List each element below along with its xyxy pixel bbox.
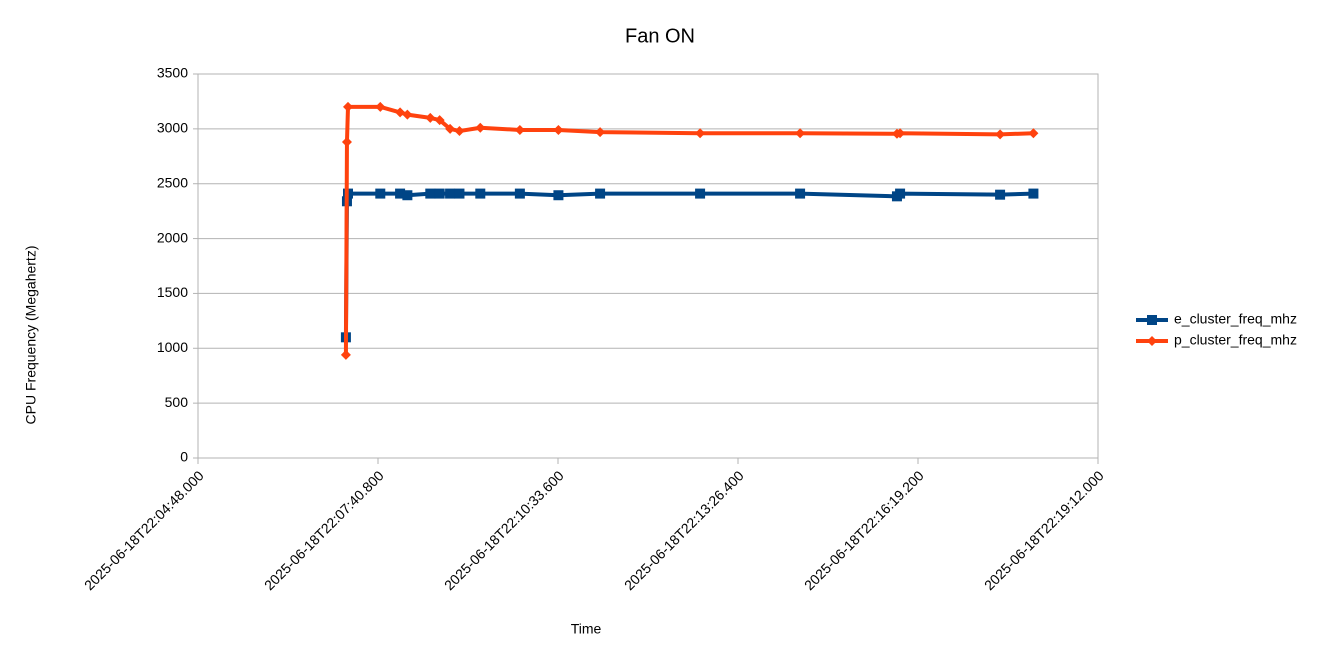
marker: [434, 188, 445, 199]
marker: [425, 112, 436, 123]
marker: [795, 188, 806, 199]
plot-border: [197, 73, 1099, 459]
marker: [375, 101, 386, 112]
legend-marker: [1147, 336, 1157, 346]
marker: [425, 188, 436, 199]
marker: [445, 188, 456, 199]
marker: [1028, 128, 1039, 139]
marker: [595, 127, 606, 138]
marker: [553, 124, 564, 135]
x-tick-label: 2025-06-18T22:07:40.800: [261, 467, 387, 593]
series-line: [343, 104, 1034, 355]
y-tick-label: 2500: [157, 174, 188, 190]
x-tick-label: 2025-06-18T22:16:19.200: [801, 467, 927, 593]
legend-marker: [1147, 315, 1157, 325]
series-line: [343, 191, 1034, 338]
y-tick-label: 3000: [157, 120, 188, 136]
x-tick-label: 2025-06-18T22:13:26.400: [621, 467, 747, 593]
marker: [795, 128, 806, 139]
x-tick-label: 2025-06-18T22:19:12.000: [981, 467, 1107, 593]
marker: [475, 188, 486, 199]
marker: [475, 122, 486, 133]
marker: [341, 137, 352, 148]
marker: [514, 188, 525, 199]
marker: [695, 128, 706, 139]
chart-title: Fan ON: [625, 25, 695, 47]
y-tick-label: 2000: [157, 229, 188, 245]
marker: [454, 126, 465, 137]
legend-label: p_cluster_freq_mhz: [1174, 332, 1297, 348]
marker: [1028, 188, 1039, 199]
marker: [895, 128, 906, 139]
marker: [395, 188, 406, 199]
y-tick-label: 500: [165, 394, 189, 410]
marker: [595, 188, 606, 199]
marker: [395, 107, 406, 118]
y-tick-label: 1000: [157, 339, 188, 355]
marker: [695, 188, 706, 199]
x-axis-title: Time: [571, 621, 602, 637]
x-tick-label: 2025-06-18T22:04:48.000: [81, 467, 207, 593]
marker: [995, 189, 1006, 200]
x-tick-label: 2025-06-18T22:10:33.600: [441, 467, 567, 593]
marker: [514, 124, 525, 135]
marker: [343, 101, 353, 112]
marker: [375, 188, 386, 199]
marker: [553, 190, 564, 201]
y-axis-title: CPU Frequency (Megahertz): [23, 246, 39, 425]
y-tick-label: 1500: [157, 284, 188, 300]
marker: [402, 190, 413, 201]
marker: [445, 123, 456, 134]
y-tick-label: 3500: [157, 65, 188, 81]
marker: [995, 129, 1006, 140]
marker: [895, 188, 906, 199]
marker: [434, 115, 445, 126]
marker: [402, 109, 413, 120]
marker: [454, 188, 465, 199]
y-tick-label: 0: [180, 449, 188, 465]
marker: [340, 349, 351, 360]
legend-label: e_cluster_freq_mhz: [1174, 311, 1297, 327]
